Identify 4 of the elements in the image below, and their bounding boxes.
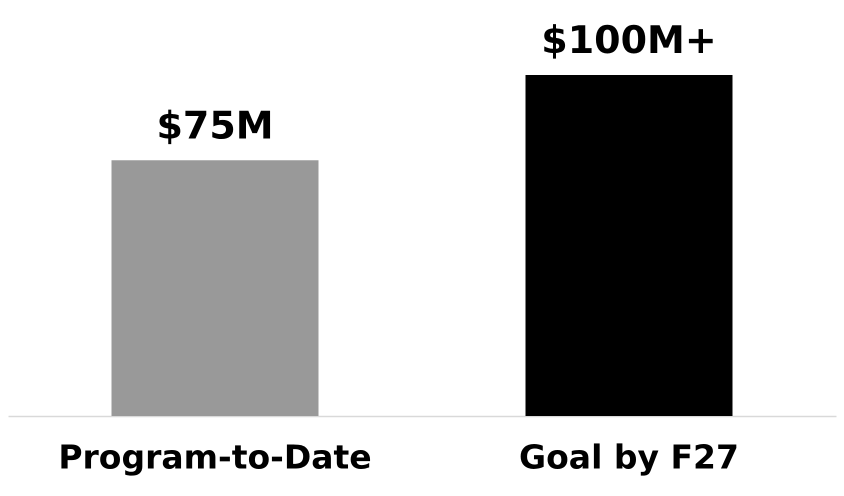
data-label: $100M+ [541, 18, 717, 62]
data-label: $75M [156, 103, 274, 148]
x-tick-label: Program-to-Date [58, 438, 372, 476]
x-tick-label: Goal by F27 [519, 438, 739, 476]
